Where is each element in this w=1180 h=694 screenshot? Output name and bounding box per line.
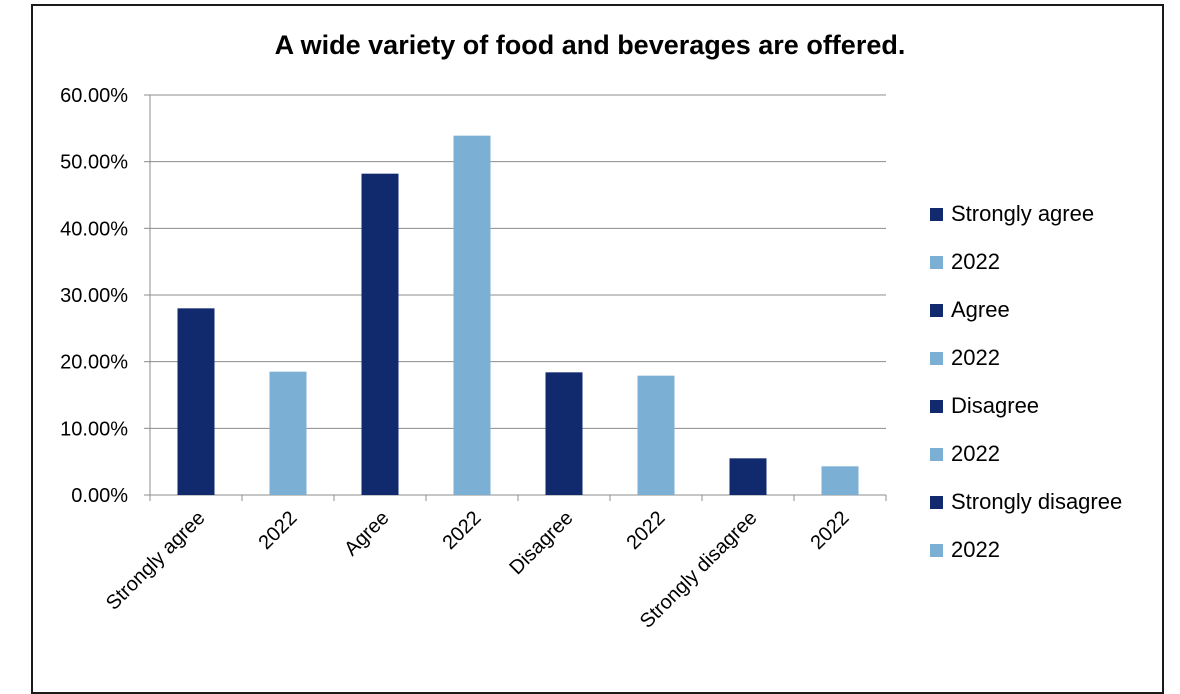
chart-frame	[31, 4, 1164, 694]
x-tick-label: 2022	[623, 507, 670, 554]
x-tick-label: Disagree	[505, 507, 577, 579]
legend-label: 2022	[951, 249, 1000, 274]
legend-item: Agree	[930, 286, 1160, 334]
bar	[821, 466, 859, 495]
legend-item: 2022	[930, 334, 1160, 382]
chart-title: A wide variety of food and beverages are…	[274, 30, 906, 60]
bar	[545, 372, 583, 495]
legend: Strongly agree 2022 Agree 2022 Disagree 2022 S…	[930, 190, 1160, 574]
bars	[177, 135, 859, 495]
legend-item: Disagree	[930, 382, 1160, 430]
legend-label: Agree	[951, 297, 1010, 322]
legend-item: 2022	[930, 238, 1160, 286]
legend-item: 2022	[930, 430, 1160, 478]
y-tick-label: 20.00%	[60, 352, 128, 374]
y-tick-label: 40.00%	[60, 218, 128, 240]
legend-swatch	[930, 495, 943, 509]
legend-swatch	[930, 303, 943, 317]
legend-swatch	[930, 543, 943, 557]
bar	[729, 458, 767, 495]
legend-label: 2022	[951, 537, 1000, 562]
x-tick-label: 2022	[807, 507, 854, 554]
bar	[177, 308, 215, 495]
x-tick-label: Strongly agree	[102, 507, 210, 615]
gridlines	[150, 94, 886, 496]
y-tick-label: 10.00%	[60, 418, 128, 440]
legend-swatch	[930, 399, 943, 413]
legend-swatch	[930, 351, 943, 365]
legend-label: Strongly disagree	[951, 489, 1123, 514]
legend-swatch	[930, 207, 943, 221]
bar	[361, 173, 399, 495]
x-tick-label: Agree	[340, 507, 393, 560]
legend-label: Strongly agree	[951, 201, 1095, 226]
x-tick-label: 2022	[255, 507, 302, 554]
y-tick-label: 30.00%	[60, 285, 128, 307]
y-tick-label: 50.00%	[60, 152, 128, 174]
legend-swatch	[930, 255, 943, 269]
legend-swatch	[930, 447, 943, 461]
legend-label: Disagree	[951, 393, 1040, 418]
chart-plot-area: 0.00% 10.00% 20.00% 30.00% 40.00% 50.00% 60.00…	[60, 85, 887, 633]
y-tick-label: 60.00%	[60, 85, 128, 107]
bar	[637, 375, 675, 495]
legend-label: 2022	[951, 345, 1000, 370]
x-axis-labels: Strongly agree 2022 Agree 2022 Disagree 2022S…	[102, 507, 854, 633]
bar	[269, 371, 307, 495]
y-tick-label: 0.00%	[71, 485, 128, 507]
axes	[144, 94, 887, 501]
y-axis-ticks: 0.00% 10.00% 20.00% 30.00% 40.00% 50.00% 60.00…	[60, 85, 128, 507]
x-tick-label: 2022	[439, 507, 486, 554]
legend-item: Strongly agree	[930, 190, 1160, 238]
legend-item: 2022	[930, 526, 1160, 574]
legend-item: Strongly disagree	[930, 478, 1160, 526]
bar	[453, 135, 491, 495]
legend-label: 2022	[951, 441, 1000, 466]
